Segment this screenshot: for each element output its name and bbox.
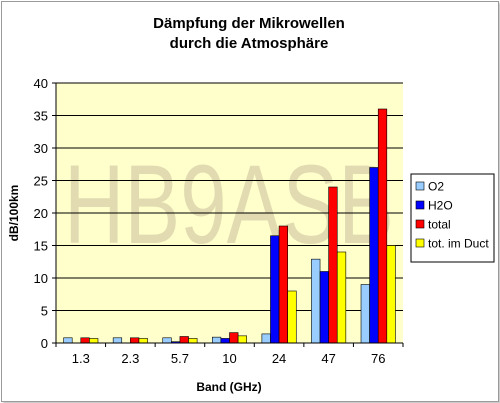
bar-tot-im-duct-76 — [386, 245, 396, 344]
x-tick-label: 1.3 — [72, 351, 90, 366]
x-tick-label: 5.7 — [171, 351, 189, 366]
bar-h2o-47 — [319, 271, 329, 344]
bar-o2-24 — [261, 333, 271, 344]
bar-o2-1-3 — [63, 337, 73, 344]
legend-swatch — [415, 181, 425, 191]
bars — [63, 108, 396, 344]
y-tick-label: 15 — [34, 239, 48, 254]
x-tick-label: 2.3 — [121, 351, 139, 366]
y-tick-label: 10 — [34, 271, 48, 286]
legend: O2 H2O total tot. im Duct — [410, 173, 495, 263]
bar-o2-2-3 — [112, 337, 123, 344]
legend-label: H2O — [428, 199, 453, 213]
bar-total-10 — [229, 332, 239, 344]
bar-total-47 — [328, 186, 338, 344]
bar-total-76 — [377, 108, 388, 344]
y-tick-labels: 0 5 10 15 20 25 30 35 40 — [34, 76, 48, 351]
y-axis-title: dB/100km — [7, 185, 21, 242]
y-tick-label: 5 — [41, 304, 48, 319]
y-tick-label: 20 — [34, 206, 48, 221]
legend-label: total — [428, 218, 451, 232]
y-tick-label: 0 — [41, 336, 48, 351]
chart-title-line-1: Dämpfung der Mikrowellen — [153, 15, 345, 32]
bar-h2o-24 — [270, 235, 280, 344]
bar-tot-im-duct-47 — [336, 251, 347, 344]
bar-total-24 — [278, 225, 288, 344]
bar-total-2-3 — [130, 337, 140, 344]
legend-label: O2 — [428, 180, 444, 194]
y-tick-label: 40 — [34, 76, 48, 91]
bar-tot-im-duct-24 — [287, 290, 297, 344]
bar-o2-47 — [311, 258, 321, 344]
y-tick-label: 35 — [34, 109, 48, 124]
x-tick-label: 10 — [222, 351, 236, 366]
x-axis-title: Band (GHz) — [196, 380, 261, 394]
bar-h2o-76 — [369, 167, 379, 344]
x-tick-label: 24 — [272, 351, 286, 366]
bar-tot-im-duct-5-7 — [188, 338, 198, 344]
watermark-text: HB9ASB — [64, 142, 394, 267]
bar-o2-5-7 — [162, 337, 172, 344]
gridlines — [56, 82, 403, 311]
bar-tot-im-duct-1-3 — [89, 338, 99, 344]
legend-label: tot. im Duct — [428, 237, 489, 251]
x-tick-label: 47 — [321, 351, 335, 366]
x-tick-labels: 1.3 2.3 5.7 10 24 47 76 — [72, 351, 386, 366]
bar-h2o-10 — [220, 338, 230, 344]
chart-title-line-2: durch die Atmosphäre — [170, 35, 329, 52]
y-tick-label: 30 — [34, 141, 48, 156]
legend-swatch — [415, 219, 425, 229]
bar-tot-im-duct-10 — [237, 335, 248, 344]
axes — [52, 82, 404, 347]
bar-total-1-3 — [80, 337, 90, 344]
bar-tot-im-duct-2-3 — [138, 338, 148, 344]
legend-swatch — [415, 238, 425, 248]
legend-box — [410, 173, 495, 263]
legend-swatch — [415, 200, 425, 210]
x-tick-label: 76 — [371, 351, 385, 366]
chart-title: Dämpfung der Mikrowellen durch die Atmos… — [153, 15, 345, 52]
bar-o2-10 — [212, 336, 222, 344]
y-tick-label: 25 — [34, 174, 48, 189]
bar-o2-76 — [360, 284, 370, 344]
bar-total-5-7 — [179, 336, 189, 344]
